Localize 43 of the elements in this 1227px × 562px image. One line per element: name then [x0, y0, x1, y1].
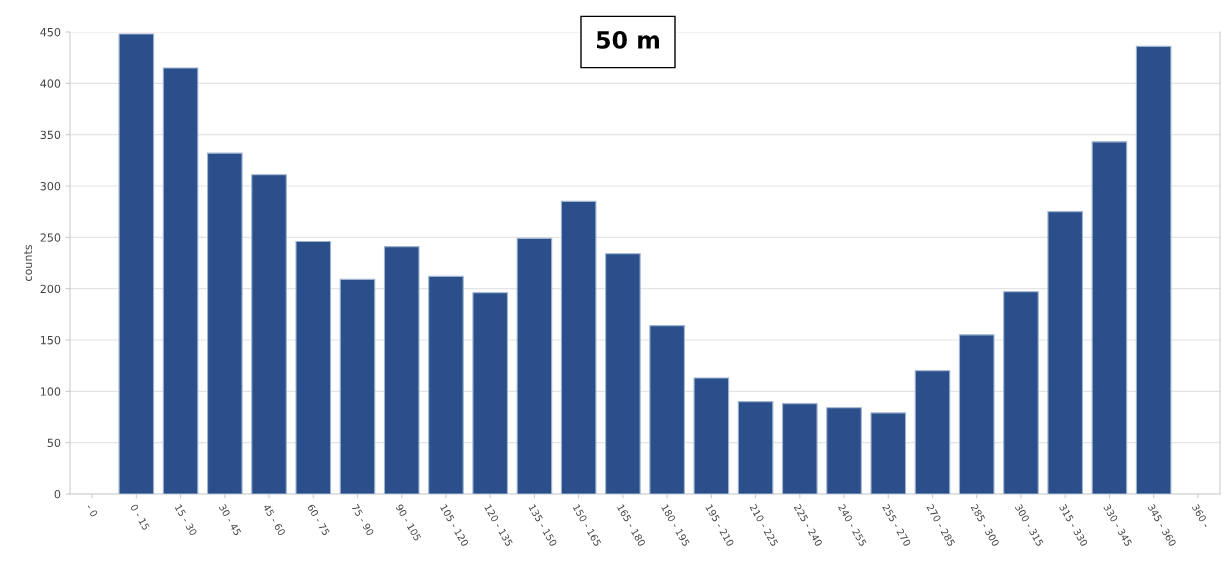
bar [737, 401, 774, 494]
x-tick-label: 45 - 60 [262, 503, 286, 537]
bar [339, 278, 376, 494]
x-tick-label: 15 - 30 [174, 504, 198, 537]
bar [560, 200, 597, 494]
y-tick-label: 100 [40, 387, 61, 396]
bar [1091, 141, 1128, 494]
x-tick-label: 75 - 90 [351, 503, 375, 537]
bar [162, 67, 199, 494]
y-tick-label: 300 [40, 181, 61, 191]
y-tick-label: 450 [40, 27, 61, 37]
bar [251, 174, 287, 494]
y-tick-label: 0 [54, 489, 61, 499]
bar [914, 370, 951, 494]
bar [958, 334, 995, 494]
bar [649, 325, 685, 494]
x-tick-label: 60 - 75 [307, 503, 330, 536]
bar [516, 237, 553, 494]
y-tick-label: 400 [40, 79, 61, 88]
x-tick-label: 0 - 15 [130, 503, 150, 531]
y-tick-label: 150 [40, 335, 61, 345]
bar [782, 403, 818, 494]
bar [118, 33, 155, 494]
bar [870, 412, 907, 494]
chart-title: 50 m [596, 30, 659, 49]
bar [1047, 211, 1083, 494]
bar [693, 377, 730, 494]
bar [1135, 45, 1172, 494]
y-axis-title: counts [24, 244, 33, 281]
bar [428, 275, 464, 494]
y-tick-label: 50 [47, 438, 61, 448]
bar [207, 152, 243, 494]
y-tick-label: 200 [40, 284, 61, 294]
bar [605, 253, 641, 494]
x-tick-label: 30 - 45 [218, 503, 242, 536]
bar [826, 407, 862, 494]
bar [295, 240, 332, 494]
bar [472, 292, 508, 494]
bar [383, 246, 420, 494]
y-tick-label: 250 [40, 233, 61, 242]
y-tick-label: 350 [40, 130, 61, 140]
x-tick-label: - 0 [85, 503, 99, 518]
bar [1003, 291, 1039, 494]
